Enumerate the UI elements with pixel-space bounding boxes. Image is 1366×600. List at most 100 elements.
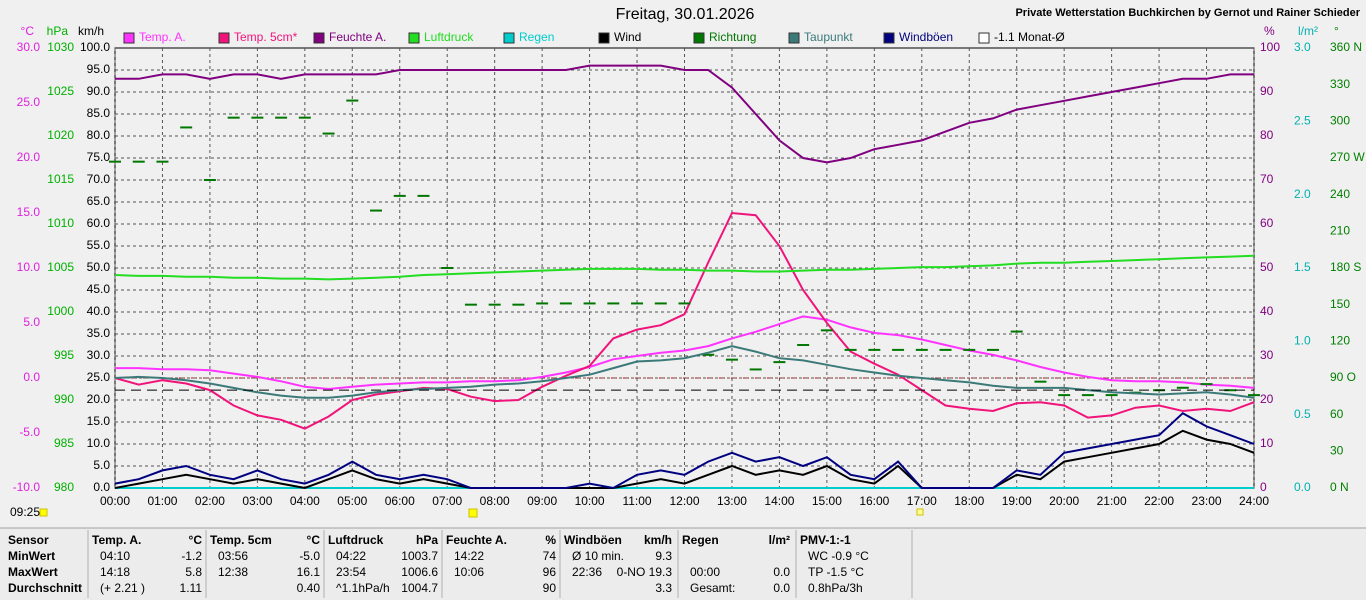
y-tick-label: 85.0	[87, 106, 111, 120]
axis-unit: km/h	[78, 24, 104, 38]
x-tick-label: 15:00	[812, 494, 842, 508]
y-tick-label: 300	[1330, 114, 1350, 128]
x-tick-label: 20:00	[1049, 494, 1079, 508]
y-tick-label: 240	[1330, 187, 1350, 201]
y-tick-label: 30	[1330, 444, 1344, 458]
axis-unit: %	[1264, 24, 1275, 38]
row-label: MinWert	[8, 549, 55, 563]
cell-value: 0.40	[297, 581, 321, 595]
y-tick-label: 50	[1260, 260, 1274, 274]
y-tick-label: 40	[1260, 304, 1274, 318]
axis-unit: l/m²	[1298, 24, 1318, 38]
y-tick-label: 25.0	[17, 95, 41, 109]
column-unit: km/h	[644, 533, 672, 547]
y-tick-label: 30	[1260, 348, 1274, 362]
series-line	[114, 429, 1255, 490]
y-tick-label: 90 O	[1330, 370, 1356, 384]
legend-label: Taupunkt	[804, 30, 853, 44]
x-tick-label: 12:00	[669, 494, 699, 508]
y-tick-label: 15.0	[17, 205, 41, 219]
column-header: Windböen	[564, 533, 622, 547]
y-tick-label: 90	[1260, 84, 1274, 98]
cell-time: 22:36	[572, 565, 602, 579]
axis-unit: °	[1334, 24, 1339, 38]
legend-label: Temp. A.	[139, 30, 186, 44]
cell-value: 16.1	[297, 565, 321, 579]
legend-label: Richtung	[709, 30, 756, 44]
series-line	[115, 315, 1255, 391]
y-tick-label: 3.0	[1294, 40, 1311, 54]
y-tick-label: 20.0	[87, 392, 111, 406]
legend-label: Luftdruck	[424, 30, 474, 44]
y-tick-label: 80	[1260, 128, 1274, 142]
legend-label: -1.1 Monat-Ø	[994, 30, 1065, 44]
y-tick-label: 10.0	[87, 436, 111, 450]
y-tick-label: 10	[1260, 436, 1274, 450]
column-unit: hPa	[416, 533, 438, 547]
y-tick-label: 0 N	[1330, 480, 1349, 494]
cell-value: 0.0	[773, 581, 790, 595]
y-tick-label: 270 W	[1330, 150, 1365, 164]
cell-value: 0-NO 19.3	[617, 565, 673, 579]
y-tick-label: 5.0	[93, 458, 110, 472]
legend-swatch	[598, 32, 610, 44]
table-background	[0, 528, 1366, 600]
y-tick-label: 70	[1260, 172, 1274, 186]
y-tick-label: 330	[1330, 77, 1350, 91]
x-tick-label: 07:00	[432, 494, 462, 508]
cell-value: 90	[543, 581, 557, 595]
cell-time: TP -1.5 °C	[808, 565, 864, 579]
cell-value: 3.3	[655, 581, 672, 595]
cell-time: 00:00	[690, 565, 720, 579]
column-header: Temp. A.	[92, 533, 141, 547]
legend-swatch	[883, 32, 895, 44]
legend-label: Feuchte A.	[329, 30, 386, 44]
y-tick-label: 20	[1260, 392, 1274, 406]
x-tick-label: 01:00	[147, 494, 177, 508]
y-tick-label: -5.0	[19, 425, 40, 439]
x-tick-label: 19:00	[1002, 494, 1032, 508]
y-tick-label: 1005	[47, 260, 74, 274]
y-tick-label: 35.0	[87, 326, 111, 340]
x-tick-label: 05:00	[337, 494, 367, 508]
y-tick-label: 75.0	[87, 150, 111, 164]
y-tick-label: 20.0	[17, 150, 41, 164]
y-tick-label: 1.0	[1294, 334, 1311, 348]
legend-swatch	[503, 32, 515, 44]
y-tick-label: 55.0	[87, 238, 111, 252]
x-tick-label: 18:00	[954, 494, 984, 508]
y-tick-label: 1000	[47, 304, 74, 318]
y-tick-label: 100	[1260, 40, 1280, 54]
y-tick-label: 1025	[47, 84, 74, 98]
legend-label: Temp. 5cm*	[234, 30, 298, 44]
y-tick-label: 2.5	[1294, 114, 1311, 128]
x-tick-label: 00:00	[100, 494, 130, 508]
y-tick-label: 70.0	[87, 172, 111, 186]
x-tick-label: 22:00	[1144, 494, 1174, 508]
cell-time: WC -0.9 °C	[808, 549, 869, 563]
y-tick-label: 1020	[47, 128, 74, 142]
y-tick-label: 10.0	[17, 260, 41, 274]
cell-value: 0.0	[773, 565, 790, 579]
series-line	[115, 64, 1254, 164]
cell-value: 96	[543, 565, 557, 579]
legend-label: Regen	[519, 30, 554, 44]
column-unit: %	[545, 533, 556, 547]
x-tick-label: 09:00	[527, 494, 557, 508]
column-unit: °C	[307, 533, 321, 547]
y-tick-label: 50.0	[87, 260, 111, 274]
y-tick-label: 1010	[47, 216, 74, 230]
cell-time: 04:22	[336, 549, 366, 563]
cell-value: 1.11	[180, 581, 203, 595]
legend-swatch	[218, 32, 230, 44]
y-tick-label: 0.0	[93, 480, 110, 494]
legend-swatch	[123, 32, 135, 44]
series-line	[114, 254, 1255, 281]
x-tick-label: 02:00	[195, 494, 225, 508]
y-tick-label: 0	[1260, 480, 1267, 494]
y-tick-label: 1.5	[1294, 260, 1311, 274]
y-tick-label: 25.0	[87, 370, 111, 384]
cell-time: 10:06	[454, 565, 484, 579]
y-tick-label: 5.0	[23, 315, 40, 329]
